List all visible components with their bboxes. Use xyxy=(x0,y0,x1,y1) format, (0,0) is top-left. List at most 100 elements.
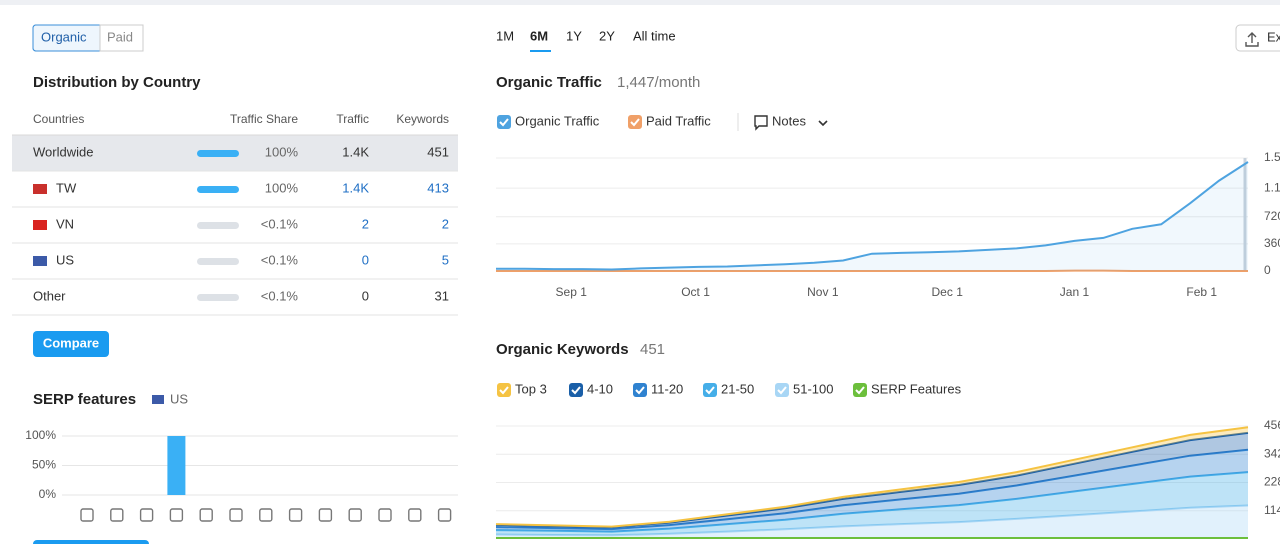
serp-icon xyxy=(80,508,94,522)
y-tick-label: 342 xyxy=(1264,446,1280,460)
flag xyxy=(33,256,47,266)
share: <0.1% xyxy=(261,216,299,231)
period-option[interactable]: 1Y xyxy=(566,28,582,43)
legend-checkbox-check xyxy=(571,386,581,395)
notes-icon xyxy=(754,115,768,131)
legend-label[interactable]: Paid Traffic xyxy=(646,113,711,128)
legend-checkbox xyxy=(497,115,511,129)
traffic[interactable]: 1.4K xyxy=(342,180,369,195)
y-tick-label: 0 xyxy=(1264,263,1271,277)
stacked-line xyxy=(495,426,1249,528)
legend-label[interactable]: Organic Traffic xyxy=(515,113,600,128)
serp-icon xyxy=(199,508,213,522)
share-bar xyxy=(197,258,239,265)
legend-label[interactable]: Top 3 xyxy=(515,381,547,396)
legend-checkbox xyxy=(703,383,717,397)
legend-label[interactable]: 4-10 xyxy=(587,381,613,396)
chart-title: Organic Traffic xyxy=(496,74,602,91)
legend-label[interactable]: 11-20 xyxy=(651,381,683,396)
serp-country: US xyxy=(170,391,188,406)
share-bar xyxy=(197,186,239,193)
x-tick-label: Sep 1 xyxy=(556,285,588,299)
notes-label[interactable]: Notes xyxy=(772,113,806,128)
serp-icon xyxy=(259,508,273,522)
period-option[interactable]: 1M xyxy=(496,28,514,43)
y-tick-label: 1.1K xyxy=(1264,180,1280,194)
legend-checkbox xyxy=(853,383,867,397)
legend-checkbox xyxy=(628,115,642,129)
stacked-line xyxy=(495,504,1249,537)
stacked-area xyxy=(496,472,1248,536)
line xyxy=(496,161,1249,271)
traffic: 1.4K xyxy=(342,144,369,159)
legend-checkbox xyxy=(569,383,583,397)
legend-label[interactable]: 51-100 xyxy=(793,381,833,396)
serp-icon xyxy=(169,508,184,522)
share: 100% xyxy=(265,144,299,159)
legend-checkbox-check xyxy=(705,386,715,395)
country[interactable]: US xyxy=(56,252,74,267)
country[interactable]: TW xyxy=(56,180,77,195)
serp-icon xyxy=(139,508,154,522)
serp-icon xyxy=(288,508,303,522)
export-button[interactable] xyxy=(1235,24,1280,52)
share-bar xyxy=(197,150,239,157)
flag xyxy=(33,220,47,230)
export-icon xyxy=(1245,32,1259,47)
country[interactable]: VN xyxy=(56,216,74,231)
serp-icon xyxy=(318,508,333,522)
legend-checkbox-check xyxy=(630,118,640,127)
flag xyxy=(152,395,164,404)
top-strip xyxy=(0,0,1280,5)
keywords[interactable]: 5 xyxy=(442,252,449,267)
tab-paid-face[interactable] xyxy=(99,24,144,52)
keywords[interactable]: 413 xyxy=(427,180,449,195)
column-header: Traffic xyxy=(336,112,369,126)
traffic[interactable]: 2 xyxy=(362,216,369,231)
chevron xyxy=(818,120,828,127)
legend-checkbox-check xyxy=(499,118,509,127)
compare-label[interactable]: Compare xyxy=(43,335,99,350)
serp-icon xyxy=(110,508,124,522)
serp-icon xyxy=(408,508,422,522)
stacked-area xyxy=(496,505,1248,539)
tab-label[interactable]: Paid xyxy=(107,29,133,44)
chart-summary: 451 xyxy=(640,341,665,358)
x-tick-label: Oct 1 xyxy=(681,285,710,299)
legend-checkbox xyxy=(633,383,647,397)
tab-label[interactable]: Organic xyxy=(41,29,87,44)
legend-label[interactable]: 21-50 xyxy=(721,381,754,396)
compare-button[interactable] xyxy=(33,331,109,357)
legend-checkbox-check xyxy=(777,386,787,395)
share: <0.1% xyxy=(261,288,299,303)
serp-icon xyxy=(348,508,362,522)
country: Other xyxy=(33,288,66,303)
column-header: Countries xyxy=(33,112,84,126)
country: Worldwide xyxy=(33,144,93,159)
keywords[interactable]: 2 xyxy=(442,216,449,231)
period-option[interactable]: All time xyxy=(633,28,676,43)
period-option[interactable]: 2Y xyxy=(599,28,615,43)
y-tick-label: 456 xyxy=(1264,418,1280,432)
left-card xyxy=(12,5,466,544)
column-header: Keywords xyxy=(396,112,449,126)
y-tick-label: 0% xyxy=(39,487,57,501)
export-label[interactable]: Ex xyxy=(1267,29,1280,44)
keywords: 31 xyxy=(435,288,449,303)
serp-icon xyxy=(229,508,243,522)
y-tick-label: 100% xyxy=(25,428,56,442)
traffic: 0 xyxy=(362,288,369,303)
stacked-line xyxy=(495,448,1249,531)
legend-label[interactable]: SERP Features xyxy=(871,381,962,396)
x-tick-label: Nov 1 xyxy=(807,285,839,299)
traffic[interactable]: 0 xyxy=(362,252,369,267)
keywords: 451 xyxy=(427,144,449,159)
share: 100% xyxy=(265,180,299,195)
y-tick-label: 1.5K xyxy=(1264,150,1280,164)
serp-icon xyxy=(437,508,452,522)
legend-checkbox-check xyxy=(499,386,509,395)
share-bar xyxy=(197,222,239,229)
period-option[interactable]: 6M xyxy=(530,28,548,43)
button-partial[interactable] xyxy=(33,540,149,544)
